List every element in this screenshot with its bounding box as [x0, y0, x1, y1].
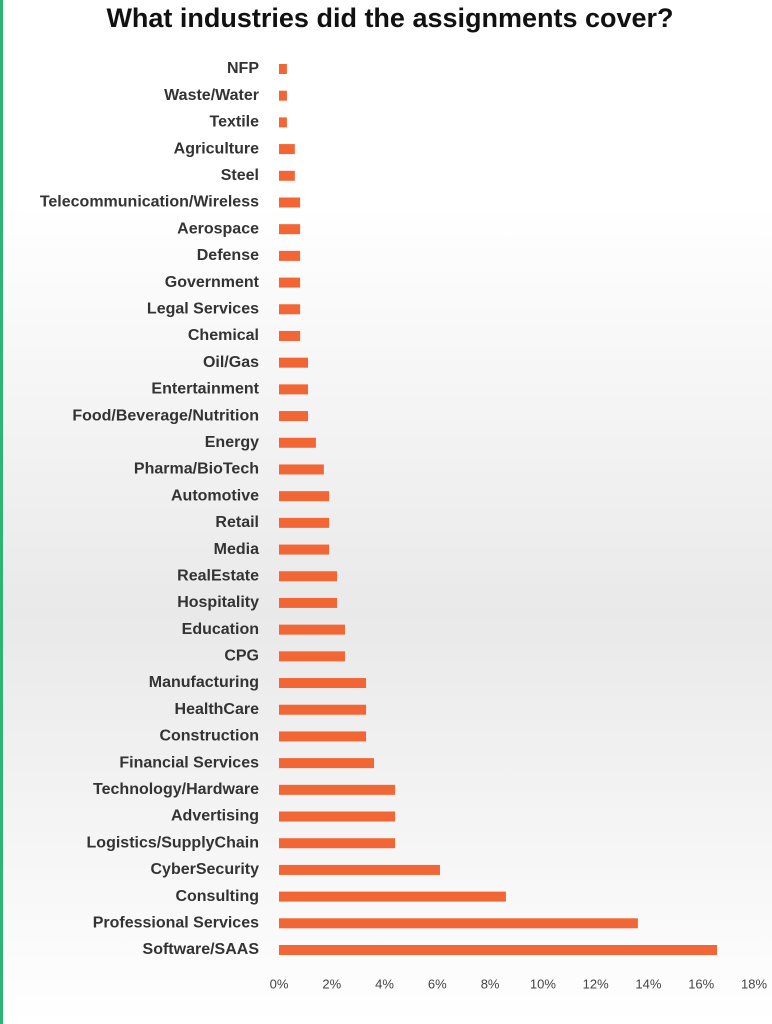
x-tick-label: 18%: [741, 976, 767, 991]
bar: [279, 491, 330, 502]
y-tick-label: Advertising: [171, 808, 259, 825]
y-tick-label: Textile: [210, 114, 260, 131]
y-tick-label: RealEstate: [177, 567, 259, 584]
bar: [279, 64, 287, 74]
bar: [279, 891, 506, 902]
y-tick-label: Construction: [159, 728, 259, 745]
bar: [279, 304, 301, 315]
bar: [279, 544, 330, 555]
bar: [279, 731, 367, 742]
y-tick-label: Education: [182, 621, 259, 638]
x-tick-label: 14%: [635, 976, 661, 991]
bar: [279, 571, 338, 582]
y-tick-label: Aerospace: [177, 220, 259, 237]
y-tick-label: Financial Services: [119, 754, 259, 771]
bar: [279, 704, 367, 715]
y-tick-label: Hospitality: [177, 594, 259, 611]
x-tick-label: 6%: [428, 976, 447, 991]
bar: [279, 597, 338, 608]
x-tick-label: 12%: [583, 976, 609, 991]
y-tick-label: Manufacturing: [149, 674, 259, 691]
bar: [279, 758, 374, 769]
x-tick-label: 10%: [530, 976, 556, 991]
y-tick-label: Defense: [197, 247, 259, 264]
bar: [279, 411, 309, 422]
bar: [279, 330, 301, 341]
bar: [279, 437, 316, 448]
y-tick-label: Telecommunication/Wireless: [40, 194, 259, 211]
y-tick-label: Consulting: [175, 888, 259, 905]
bar: [279, 277, 301, 288]
bar: [279, 224, 301, 235]
bar: [279, 811, 396, 822]
bar: [279, 170, 295, 181]
y-tick-label: Software/SAAS: [143, 941, 260, 958]
y-tick-label: Professional Services: [93, 915, 259, 932]
bar: [279, 945, 718, 955]
y-tick-label: CyberSecurity: [151, 861, 260, 878]
x-tick-label: 8%: [481, 976, 500, 991]
y-tick-label: Automotive: [171, 487, 259, 504]
y-tick-label: CPG: [224, 648, 259, 665]
bar: [279, 464, 324, 475]
y-tick-label: Oil/Gas: [203, 354, 259, 371]
y-tick-label: Chemical: [188, 327, 259, 344]
y-tick-label: Pharma/BioTech: [134, 461, 259, 478]
bar: [279, 838, 396, 849]
bar: [279, 784, 396, 795]
bar: [279, 651, 345, 662]
chart-title: What industries did the assignments cove…: [106, 3, 673, 33]
bar: [279, 250, 301, 261]
bar: [279, 384, 309, 395]
y-tick-label: Logistics/SupplyChain: [87, 834, 259, 851]
bar: [279, 357, 309, 368]
bar: [279, 517, 330, 528]
y-tick-label: Technology/Hardware: [93, 781, 259, 798]
y-tick-label: NFP: [227, 60, 259, 77]
bar: [279, 117, 287, 128]
y-tick-label: Legal Services: [147, 300, 259, 317]
bar: [279, 197, 301, 208]
y-tick-label: Waste/Water: [164, 87, 259, 104]
accent-stripe: [0, 0, 3, 1024]
x-tick-label: 16%: [688, 976, 714, 991]
x-tick-label: 0%: [270, 976, 289, 991]
bar: [279, 918, 638, 929]
bar: [279, 678, 367, 689]
x-tick-label: 4%: [375, 976, 394, 991]
bar: [279, 90, 287, 101]
y-tick-label: Entertainment: [151, 381, 259, 398]
bar: [279, 624, 345, 635]
y-tick-label: Steel: [221, 167, 259, 184]
y-tick-label: Energy: [205, 434, 259, 451]
y-tick-label: Media: [214, 541, 259, 558]
y-tick-label: Government: [165, 274, 260, 291]
y-tick-label: HealthCare: [175, 701, 260, 718]
y-tick-label: Agriculture: [174, 140, 259, 157]
bar: [279, 144, 295, 155]
x-tick-label: 2%: [322, 976, 341, 991]
y-tick-label: Retail: [215, 514, 259, 531]
bar: [279, 864, 440, 875]
y-tick-label: Food/Beverage/Nutrition: [72, 407, 259, 424]
